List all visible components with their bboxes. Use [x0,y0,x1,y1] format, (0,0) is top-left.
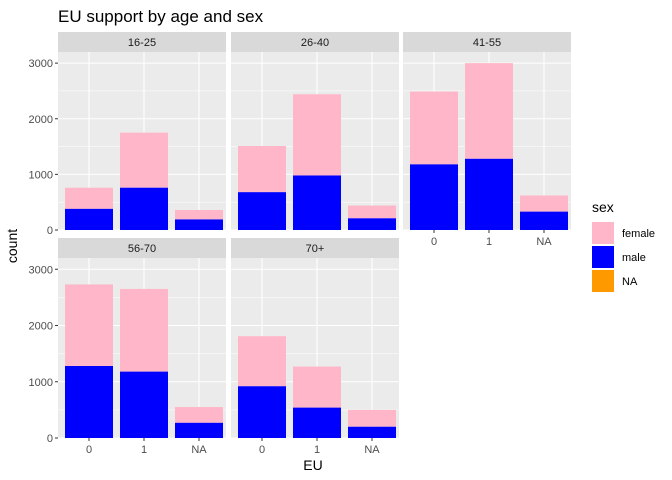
legend-title: sex [592,199,614,215]
x-tick-label: 0 [86,444,92,456]
bar-female-70-0 [238,336,286,387]
y-tick-label: 3000 [29,264,53,276]
bar-female-41-55-0 [410,91,458,165]
bar-female-56-70-1 [120,288,168,372]
bar-male-16-25-NA [175,219,223,230]
bar-male-16-25-0 [65,208,113,230]
facet-strip-label: 16-25 [128,37,156,49]
facet-strip-label: 41-55 [473,37,501,49]
x-tick-label: NA [536,236,552,248]
bar-male-41-55-1 [465,158,513,230]
bar-female-26-40-NA [348,205,396,219]
bar-male-41-55-NA [520,211,568,230]
x-tick-label: 1 [141,444,147,456]
panel-56-70: 56-70 0 1000 2000 3000 0 1 NA [29,238,226,456]
facet-strip [231,32,399,52]
facet-strip [403,32,571,52]
bar-male-26-40-0 [238,192,286,230]
bar-male-16-25-1 [120,187,168,230]
bar-female-26-40-1 [293,94,341,176]
bar-female-16-25-0 [65,187,113,209]
x-tick-label: 1 [314,444,320,456]
bar-female-56-70-0 [65,284,113,366]
bar-female-41-55-1 [465,63,513,159]
legend-key-na [592,270,614,292]
x-tick-label: 0 [259,444,265,456]
bar-female-16-25-1 [120,132,168,188]
facet-strip [58,32,226,52]
bar-male-26-40-1 [293,175,341,230]
bar-male-56-70-NA [175,422,223,438]
x-tick-label: 1 [486,236,492,248]
legend-label-male: male [622,252,646,264]
panel-26-40: 26-40 [231,32,399,231]
bar-male-26-40-NA [348,218,396,230]
y-axis-title: count [4,229,20,263]
panel-16-25: 16-25 0 1000 2000 3000 [29,32,226,237]
x-tick-label: NA [191,444,207,456]
panel-70: 70+ 0 1 NA [231,238,399,456]
facet-strip-label: 56-70 [128,243,156,255]
y-tick-label: 0 [47,225,53,237]
facet-strip-label: 26-40 [301,37,329,49]
bar-female-70-NA [348,409,396,427]
chart-title: EU support by age and sex [58,7,264,26]
bar-female-70-1 [293,366,341,408]
facet-strip [58,238,226,258]
bar-male-70-0 [238,386,286,438]
bar-male-70-NA [348,426,396,438]
legend: sex female male NA [592,199,655,292]
bar-female-56-70-NA [175,407,223,423]
bar-female-41-55-NA [520,195,568,212]
facet-strip [231,238,399,258]
x-tick-label: NA [364,444,380,456]
y-tick-label: 0 [47,433,53,445]
bar-male-70-1 [293,407,341,438]
bar-male-56-70-0 [65,366,113,438]
legend-label-female: female [622,228,655,240]
y-tick-label: 3000 [29,58,53,70]
legend-key-male [592,246,614,268]
x-tick-label: 0 [431,236,437,248]
bar-male-41-55-0 [410,164,458,230]
legend-label-na: NA [622,276,638,288]
bar-female-26-40-0 [238,146,286,193]
bar-male-56-70-1 [120,371,168,438]
x-axis-title: EU [303,457,322,473]
panel-41-55: 41-55 0 1 NA [403,32,571,248]
y-tick-label: 1000 [29,169,53,181]
facet-strip-label: 70+ [306,243,325,255]
y-tick-label: 2000 [29,114,53,126]
legend-key-female [592,222,614,244]
y-tick-label: 1000 [29,377,53,389]
y-tick-label: 2000 [29,321,53,333]
bar-female-16-25-NA [175,209,223,220]
